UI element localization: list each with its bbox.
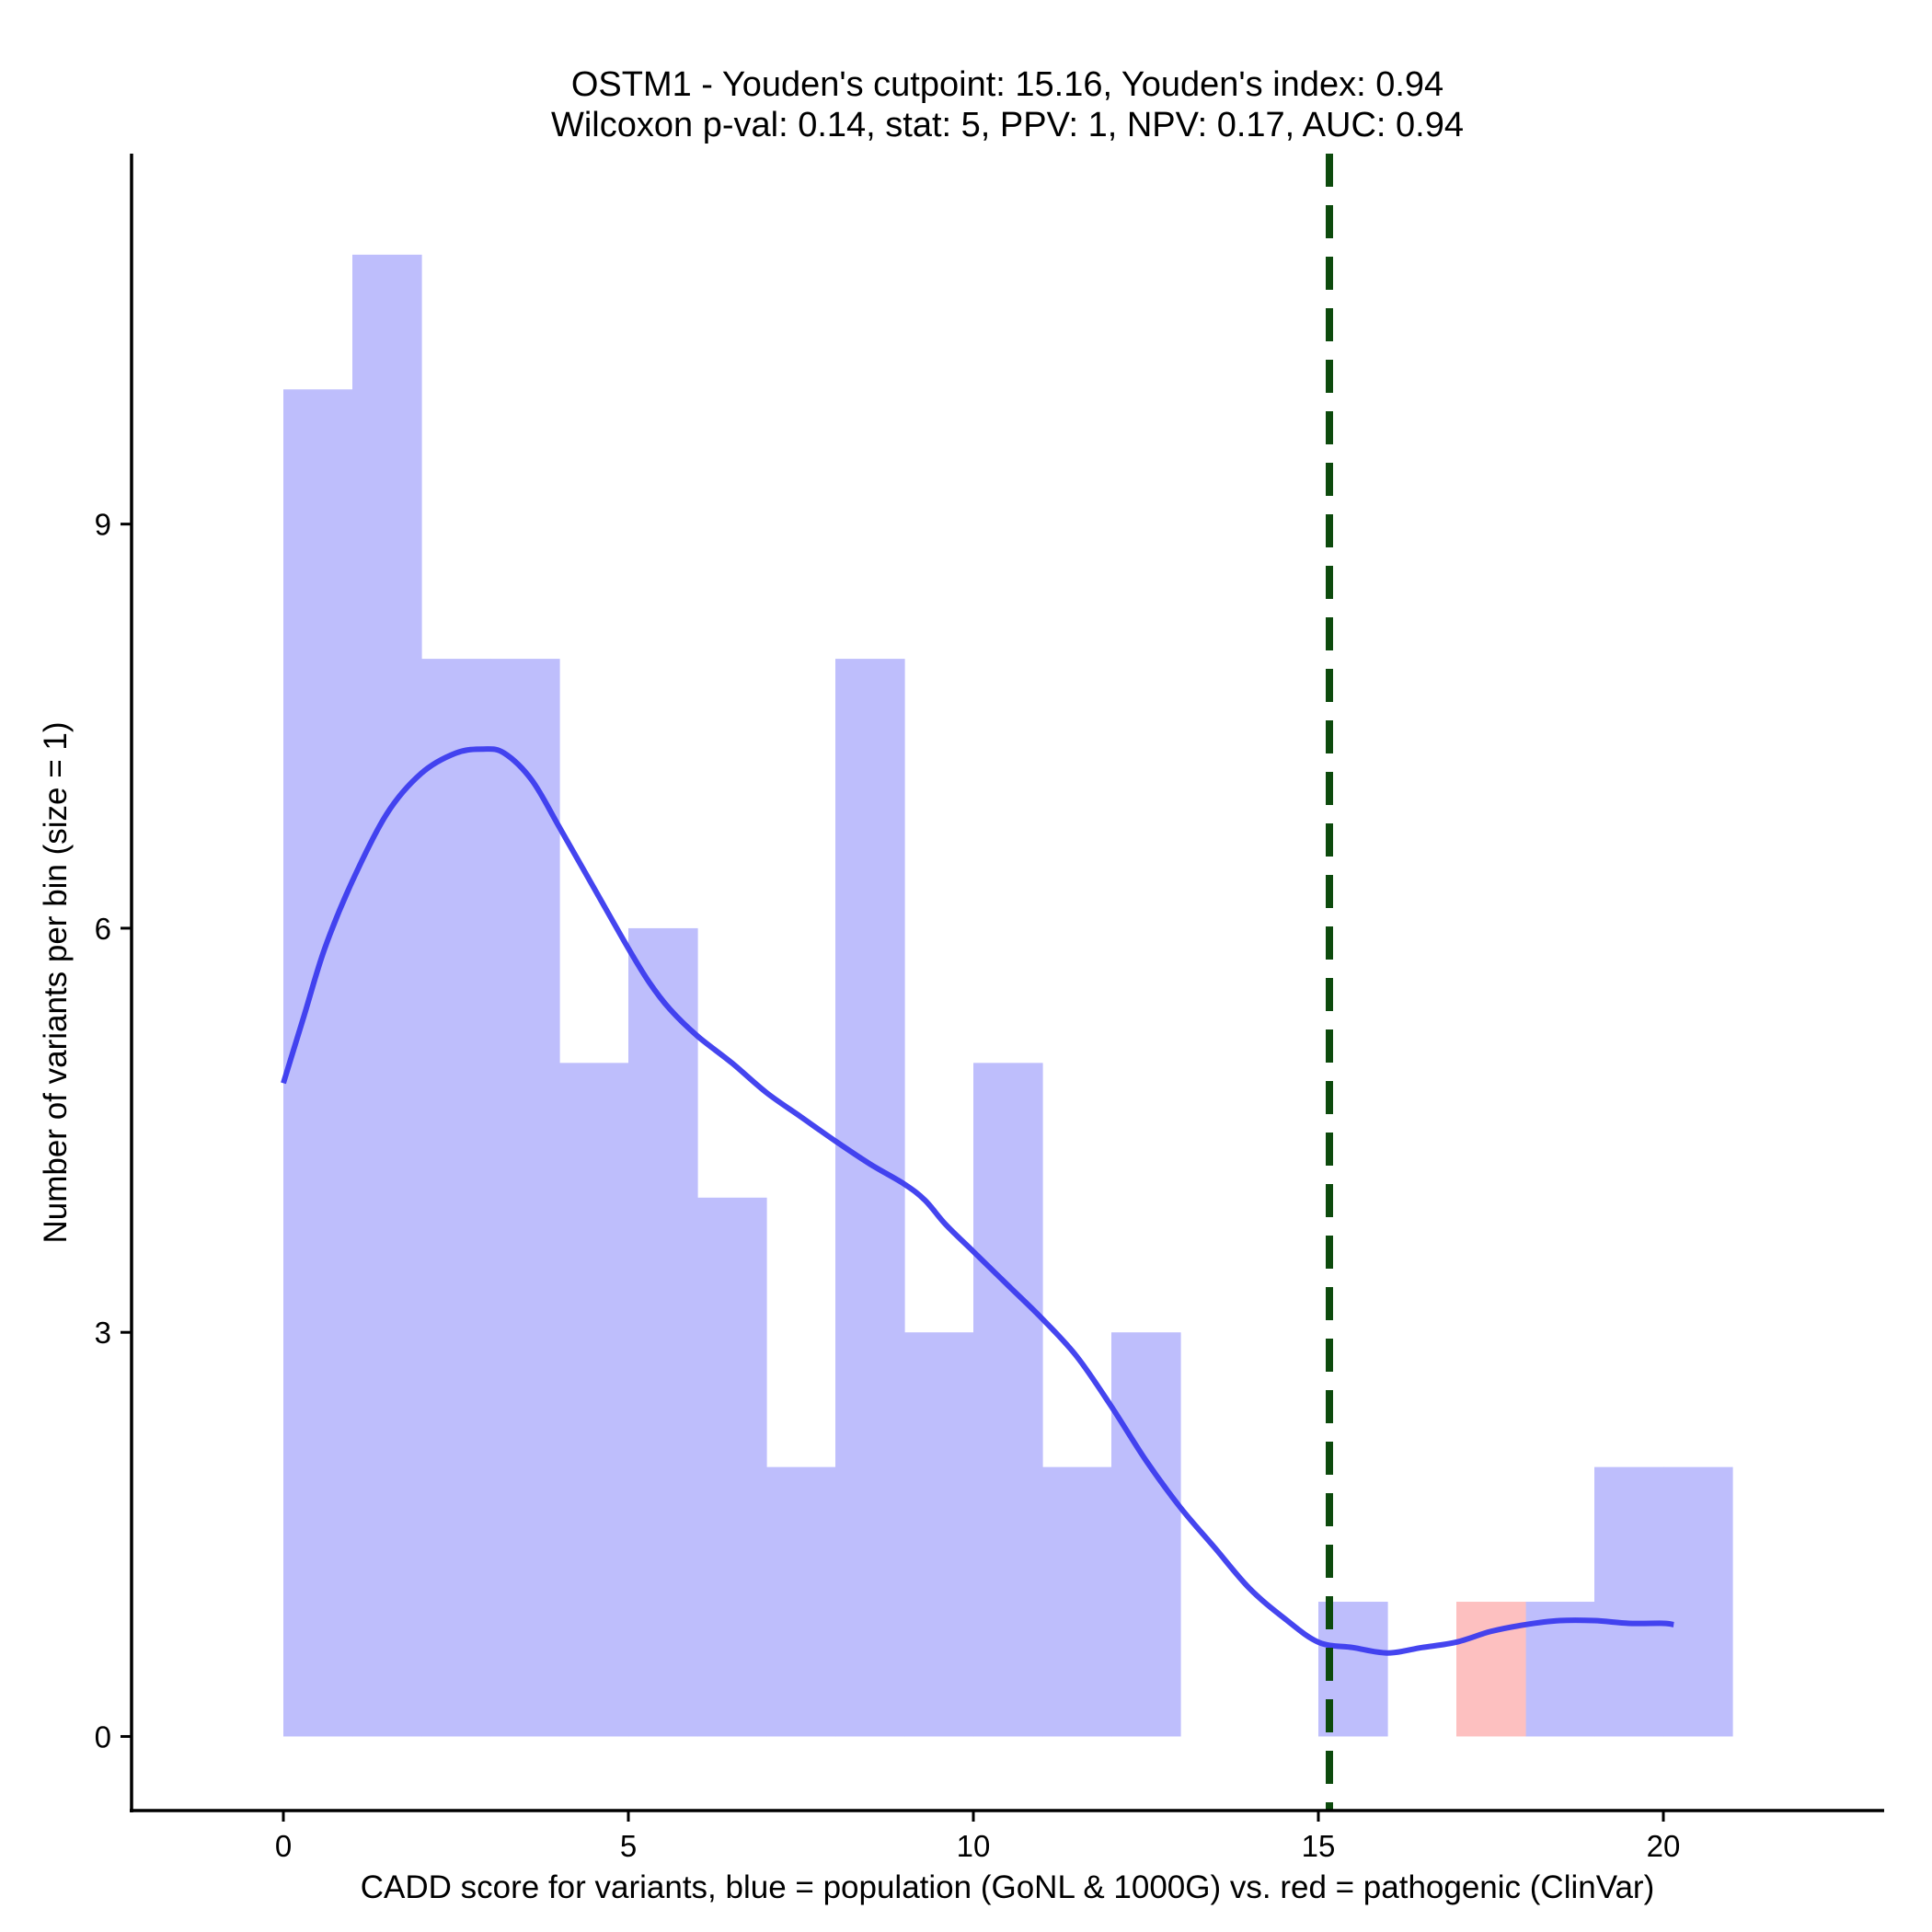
y-tick-label-3: 3 <box>95 1316 111 1350</box>
population-bar-12 <box>1111 1332 1181 1737</box>
x-tick-label-20: 20 <box>1647 1829 1681 1863</box>
y-tick-label-9: 9 <box>95 508 111 542</box>
x-axis-title: CADD score for variants, blue = populati… <box>361 1869 1655 1905</box>
population-bar-20 <box>1663 1466 1733 1737</box>
pathogenic-bar-17 <box>1456 1602 1526 1737</box>
population-bar-5 <box>628 927 698 1737</box>
x-tick-label-10: 10 <box>957 1829 991 1863</box>
population-bar-1 <box>352 254 422 1737</box>
population-bar-11 <box>1042 1466 1112 1737</box>
population-bar-3 <box>490 659 560 1737</box>
population-bar-8 <box>835 659 905 1737</box>
chart-title-line1: OSTM1 - Youden's cutpoint: 15.16, Youden… <box>571 65 1443 104</box>
density-curve-layer <box>281 746 1674 1656</box>
x-tick-label-0: 0 <box>275 1829 292 1863</box>
x-tick-label-15: 15 <box>1302 1829 1336 1863</box>
population-bar-10 <box>973 1063 1043 1737</box>
x-axis-ticks: 0 5 10 15 20 <box>275 1811 1681 1863</box>
density-curve <box>281 746 1674 1656</box>
y-axis-ticks: 0 3 6 9 <box>95 508 132 1754</box>
y-tick-label-6: 6 <box>95 912 111 946</box>
population-bar-6 <box>697 1197 767 1737</box>
x-tick-label-5: 5 <box>620 1829 637 1863</box>
y-tick-label-0: 0 <box>95 1719 111 1754</box>
population-bar-4 <box>559 1063 629 1737</box>
population-bar-19 <box>1594 1466 1664 1737</box>
population-bar-7 <box>766 1466 836 1737</box>
population-bar-0 <box>283 389 353 1737</box>
population-bar-9 <box>904 1332 974 1737</box>
chart-title-line2: Wilcoxon p-val: 0.14, stat: 5, PPV: 1, N… <box>551 106 1464 144</box>
population-bar-2 <box>421 659 491 1737</box>
histogram-bars <box>283 254 1733 1737</box>
y-axis-title: Number of variants per bin (size = 1) <box>38 721 74 1243</box>
